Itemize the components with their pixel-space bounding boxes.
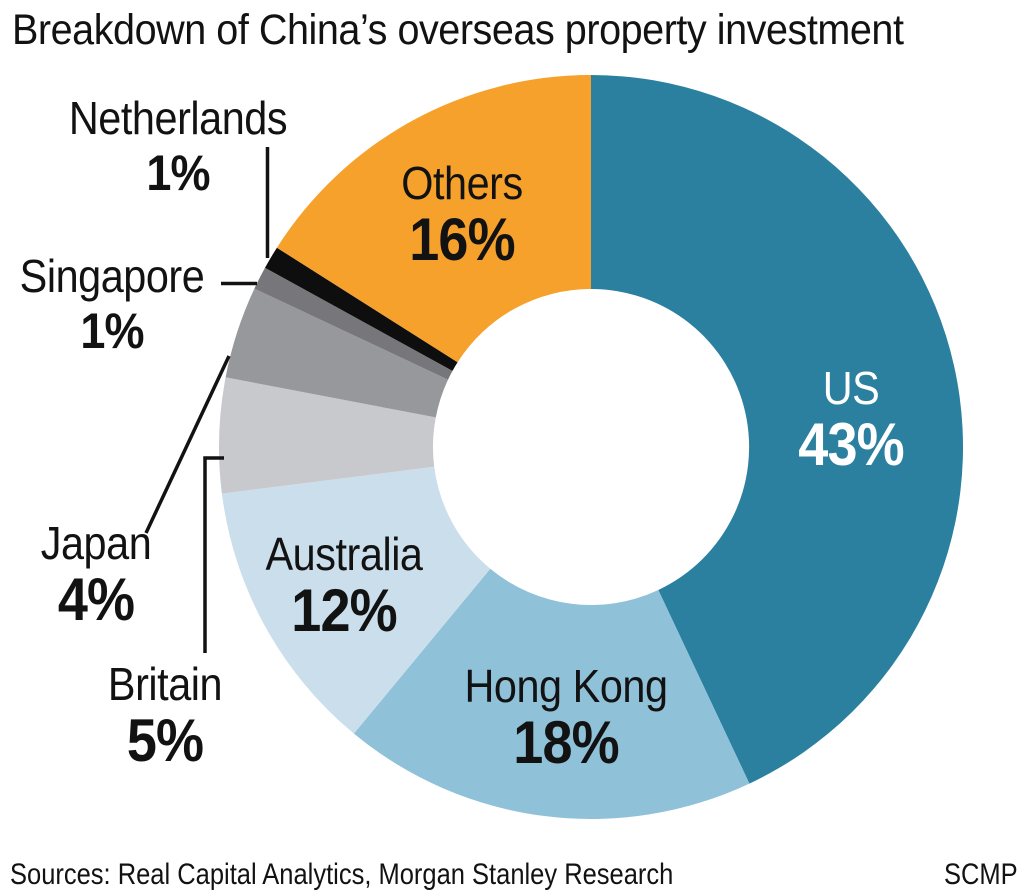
slice-label-pct: 1% — [80, 303, 144, 359]
slice-label-name: Japan — [40, 517, 152, 569]
slice-label-name: Netherlands — [68, 92, 288, 144]
slice-label-name: Singapore — [19, 250, 205, 302]
slice-label-name: Others — [401, 157, 523, 209]
sources-text: Sources: Real Capital Analytics, Morgan … — [10, 858, 674, 891]
britain-callout-line — [203, 456, 224, 653]
slice-label-pct: 1% — [146, 145, 210, 201]
slice-label-pct: 16% — [409, 206, 515, 273]
slice-label-japan: Japan 4% — [40, 514, 152, 633]
donut-slices — [218, 75, 964, 819]
slice-label-australia: Australia 12% — [265, 525, 423, 644]
slice-label-name: Hong Kong — [464, 660, 668, 712]
slice-label-pct: 12% — [291, 577, 397, 644]
slice-label-us: US 43% — [798, 359, 904, 478]
pie-slice-singapore — [254, 267, 453, 380]
credit-text: SCMP — [944, 858, 1018, 891]
slice-label-pct: 18% — [513, 709, 619, 776]
slice-label-name: US — [822, 362, 880, 414]
slice-label-pct: 43% — [798, 411, 904, 478]
slice-label-pct: 5% — [126, 707, 204, 774]
pie-slice-britain — [218, 377, 436, 494]
japan-callout-line — [144, 355, 231, 534]
slice-label-name: Britain — [107, 658, 223, 710]
slice-label-singapore: Singapore 1% — [20, 247, 205, 357]
slice-label-britain: Britain 5% — [107, 655, 223, 774]
slice-label-name: Australia — [265, 528, 423, 580]
callout-lines — [144, 147, 270, 653]
pie-slice-others — [276, 75, 591, 363]
pie-slice-australia — [221, 466, 491, 734]
slice-label-others: Others 16% — [401, 154, 523, 273]
slice-label-netherlands: Netherlands 1% — [68, 89, 288, 201]
pie-slice-netherlands — [265, 247, 458, 371]
slice-label-pct: 4% — [57, 566, 135, 633]
slice-label-hong-kong: Hong Kong 18% — [464, 657, 668, 776]
pie-slice-hong-kong — [353, 568, 750, 819]
pie-slice-japan — [225, 288, 448, 418]
page-title: Breakdown of China’s overseas property i… — [12, 6, 904, 54]
pie-slice-us — [591, 75, 964, 784]
